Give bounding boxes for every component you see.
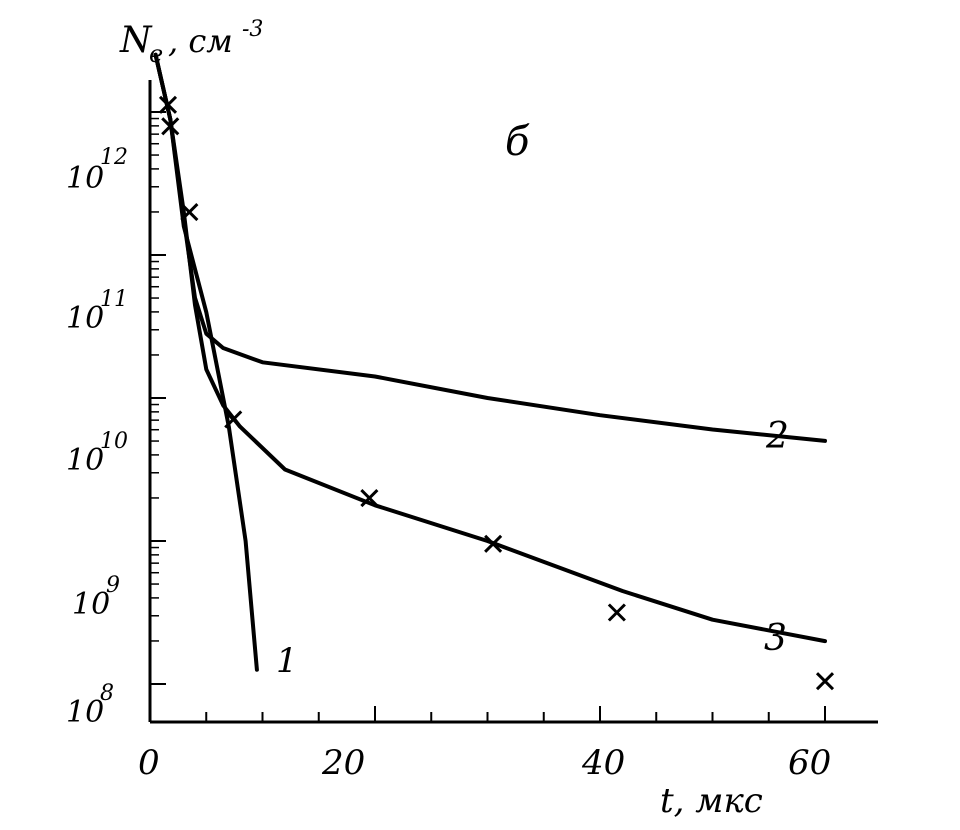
y-tick-label-1e9: 10 9 xyxy=(72,573,120,622)
x-tick-label-20: 20 xyxy=(321,743,365,783)
data-point-cross xyxy=(607,603,626,622)
curve-label-2: 2 xyxy=(765,416,789,457)
y-tick-exp: 11 xyxy=(100,287,128,312)
data-point-cross xyxy=(224,410,243,429)
y-tick-base: 10 xyxy=(66,695,104,730)
y-axis-title-symbol: N xyxy=(119,20,153,61)
data-point-cross xyxy=(815,672,835,691)
x-tick-label-60: 60 xyxy=(788,743,831,783)
curve-label-1: 1 xyxy=(276,641,298,681)
tick-labels: 0 20 40 60 10 8 10 9 10 10 10 11 10 12 xyxy=(66,145,831,783)
curve-label-3: 3 xyxy=(764,618,787,659)
data-point-cross xyxy=(484,534,503,553)
y-tick-exp: 8 xyxy=(100,681,114,706)
y-tick-exp: 10 xyxy=(100,429,128,454)
y-tick-base: 10 xyxy=(66,443,104,478)
y-tick-label-1e10: 10 10 xyxy=(66,429,128,478)
y-tick-base: 10 xyxy=(66,161,104,196)
x-tick-label-0: 0 xyxy=(138,743,160,783)
marker-layer xyxy=(158,95,835,691)
series-layer xyxy=(153,52,827,672)
y-tick-base: 10 xyxy=(66,301,104,336)
y-axis-title-unit: , см xyxy=(168,22,233,60)
x-axis-title: t, мкс xyxy=(660,781,763,821)
series-line-3 xyxy=(153,52,827,644)
series-line-2 xyxy=(153,52,827,443)
panel-label: б xyxy=(505,119,530,165)
data-point-cross xyxy=(161,117,180,136)
y-tick-label-1e8: 10 8 xyxy=(66,681,114,730)
y-tick-exp: 12 xyxy=(100,145,128,170)
y-axis-title-exponent: -3 xyxy=(242,17,263,42)
y-axis-title: N e , см -3 xyxy=(119,17,263,68)
y-tick-label-1e11: 10 11 xyxy=(66,287,128,336)
y-tick-exp: 9 xyxy=(106,573,120,598)
ticks xyxy=(150,111,826,722)
x-tick-label-40: 40 xyxy=(581,743,625,783)
data-point-cross xyxy=(360,489,379,508)
y-tick-base: 10 xyxy=(72,587,110,622)
y-tick-label-1e12: 10 12 xyxy=(66,145,128,196)
data-point-cross xyxy=(180,203,199,222)
data-point-cross xyxy=(158,95,178,114)
y-axis-title-subscript: e xyxy=(149,40,163,68)
